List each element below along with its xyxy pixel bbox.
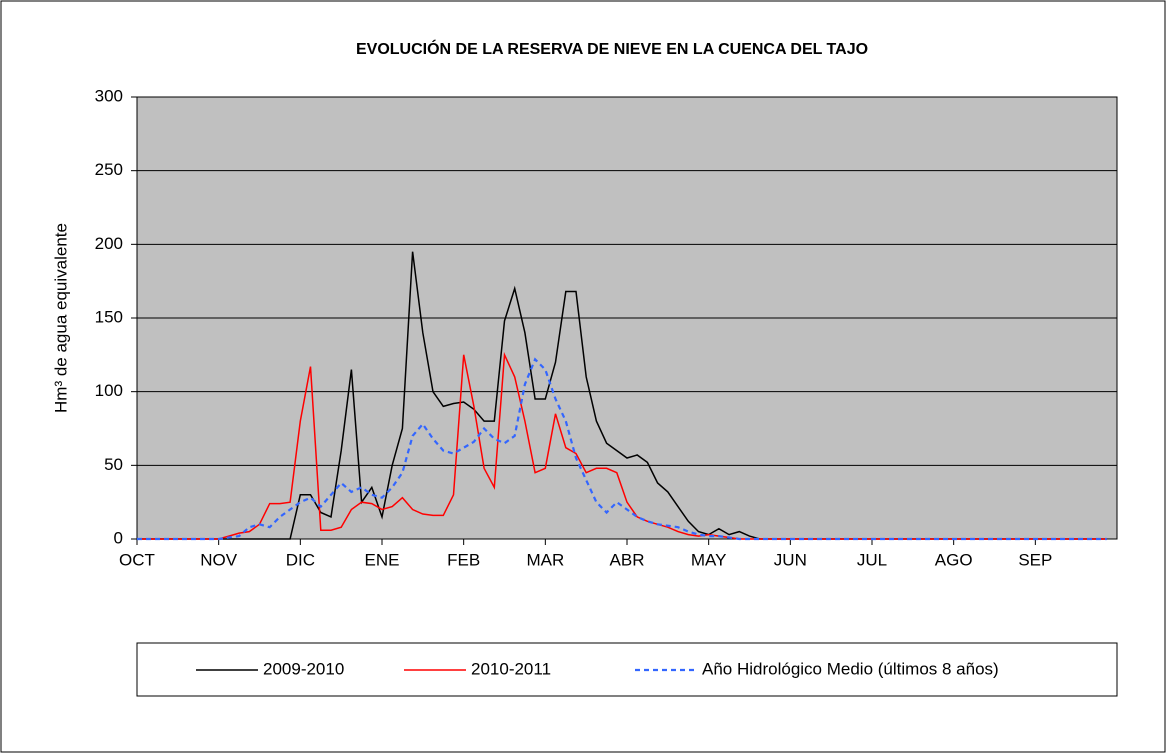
x-tick-label: MAY: [691, 550, 727, 569]
x-tick-label: ABR: [610, 550, 645, 569]
legend-box: [136, 642, 1118, 697]
x-tick-label: SEP: [1018, 550, 1052, 569]
legend-label: Año Hidrológico Medio (últimos 8 años): [702, 659, 999, 678]
chart-title: EVOLUCIÓN DE LA RESERVA DE NIEVE EN LA C…: [356, 39, 868, 58]
x-tick-label: AGO: [935, 550, 973, 569]
x-tick-label: JUL: [857, 550, 887, 569]
y-tick-label: 50: [104, 455, 123, 474]
series-line: [137, 357, 1107, 541]
legend-label: 2010-2011: [471, 659, 551, 678]
y-axis-label: Hm³ de agua equivalente: [51, 223, 70, 413]
x-tick-label: FEB: [447, 550, 480, 569]
x-tick-label: DIC: [286, 550, 315, 569]
x-tick-label: JUN: [774, 550, 807, 569]
y-tick-label: 250: [95, 160, 123, 179]
x-tick-label: NOV: [200, 550, 238, 569]
y-tick-label: 0: [114, 528, 123, 547]
y-tick-label: 150: [95, 307, 123, 326]
y-tick-label: 100: [95, 381, 123, 400]
x-tick-label: MAR: [526, 550, 564, 569]
x-tick-label: OCT: [119, 550, 155, 569]
legend-label: 2009-2010: [263, 659, 344, 678]
y-tick-label: 200: [95, 234, 123, 253]
x-tick-label: ENE: [365, 550, 400, 569]
y-tick-label: 300: [95, 86, 123, 105]
